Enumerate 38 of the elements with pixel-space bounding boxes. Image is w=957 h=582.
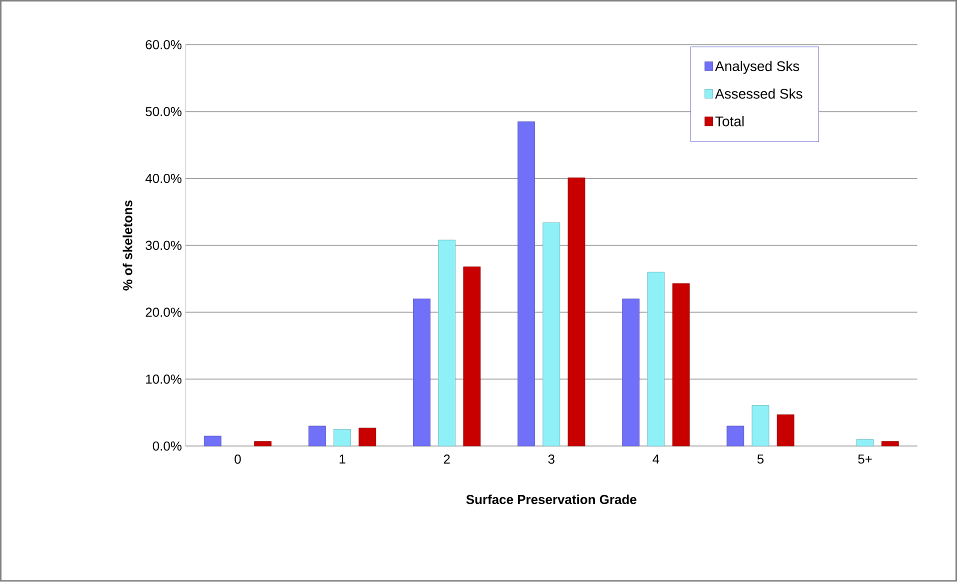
x-tick-label: 5+ — [858, 454, 872, 464]
bar — [726, 426, 744, 446]
y-axis-title: % of skeletons — [122, 200, 132, 291]
bar — [463, 266, 481, 446]
x-axis-title: Surface Preservation Grade — [466, 494, 636, 504]
bar — [647, 272, 665, 446]
bar — [622, 298, 640, 446]
bar — [413, 298, 430, 446]
legend-label: Total — [715, 116, 744, 127]
bar — [752, 405, 770, 446]
bar — [856, 439, 874, 446]
x-tick-label: 3 — [548, 454, 554, 464]
x-tick-label: 5 — [757, 454, 764, 464]
bar — [672, 283, 690, 446]
x-tick-label: 0 — [234, 454, 241, 464]
bar — [518, 122, 535, 446]
bar — [254, 441, 272, 446]
y-tick-label: 20.0% — [146, 308, 182, 318]
bar — [542, 222, 560, 446]
y-tick-label: 10.0% — [146, 374, 182, 384]
bar — [438, 240, 456, 446]
bar — [568, 178, 586, 446]
bar — [204, 436, 222, 446]
bar — [358, 428, 376, 446]
bar — [334, 429, 351, 446]
x-tick-label: 2 — [444, 454, 450, 464]
legend-label: Analysed Sks — [715, 61, 800, 74]
x-tick-label: 1 — [340, 454, 346, 464]
y-tick-label: 0.0% — [152, 442, 182, 451]
bar — [776, 414, 794, 446]
bar — [881, 441, 899, 446]
legend-label: Assessed Sks — [715, 88, 802, 99]
y-tick-label: 60.0% — [146, 40, 182, 50]
x-tick-label: 4 — [652, 454, 660, 464]
y-tick-label: 50.0% — [146, 107, 182, 116]
y-tick-label: 40.0% — [145, 174, 182, 184]
bar — [308, 426, 326, 446]
y-tick-label: 30.0% — [146, 240, 182, 250]
